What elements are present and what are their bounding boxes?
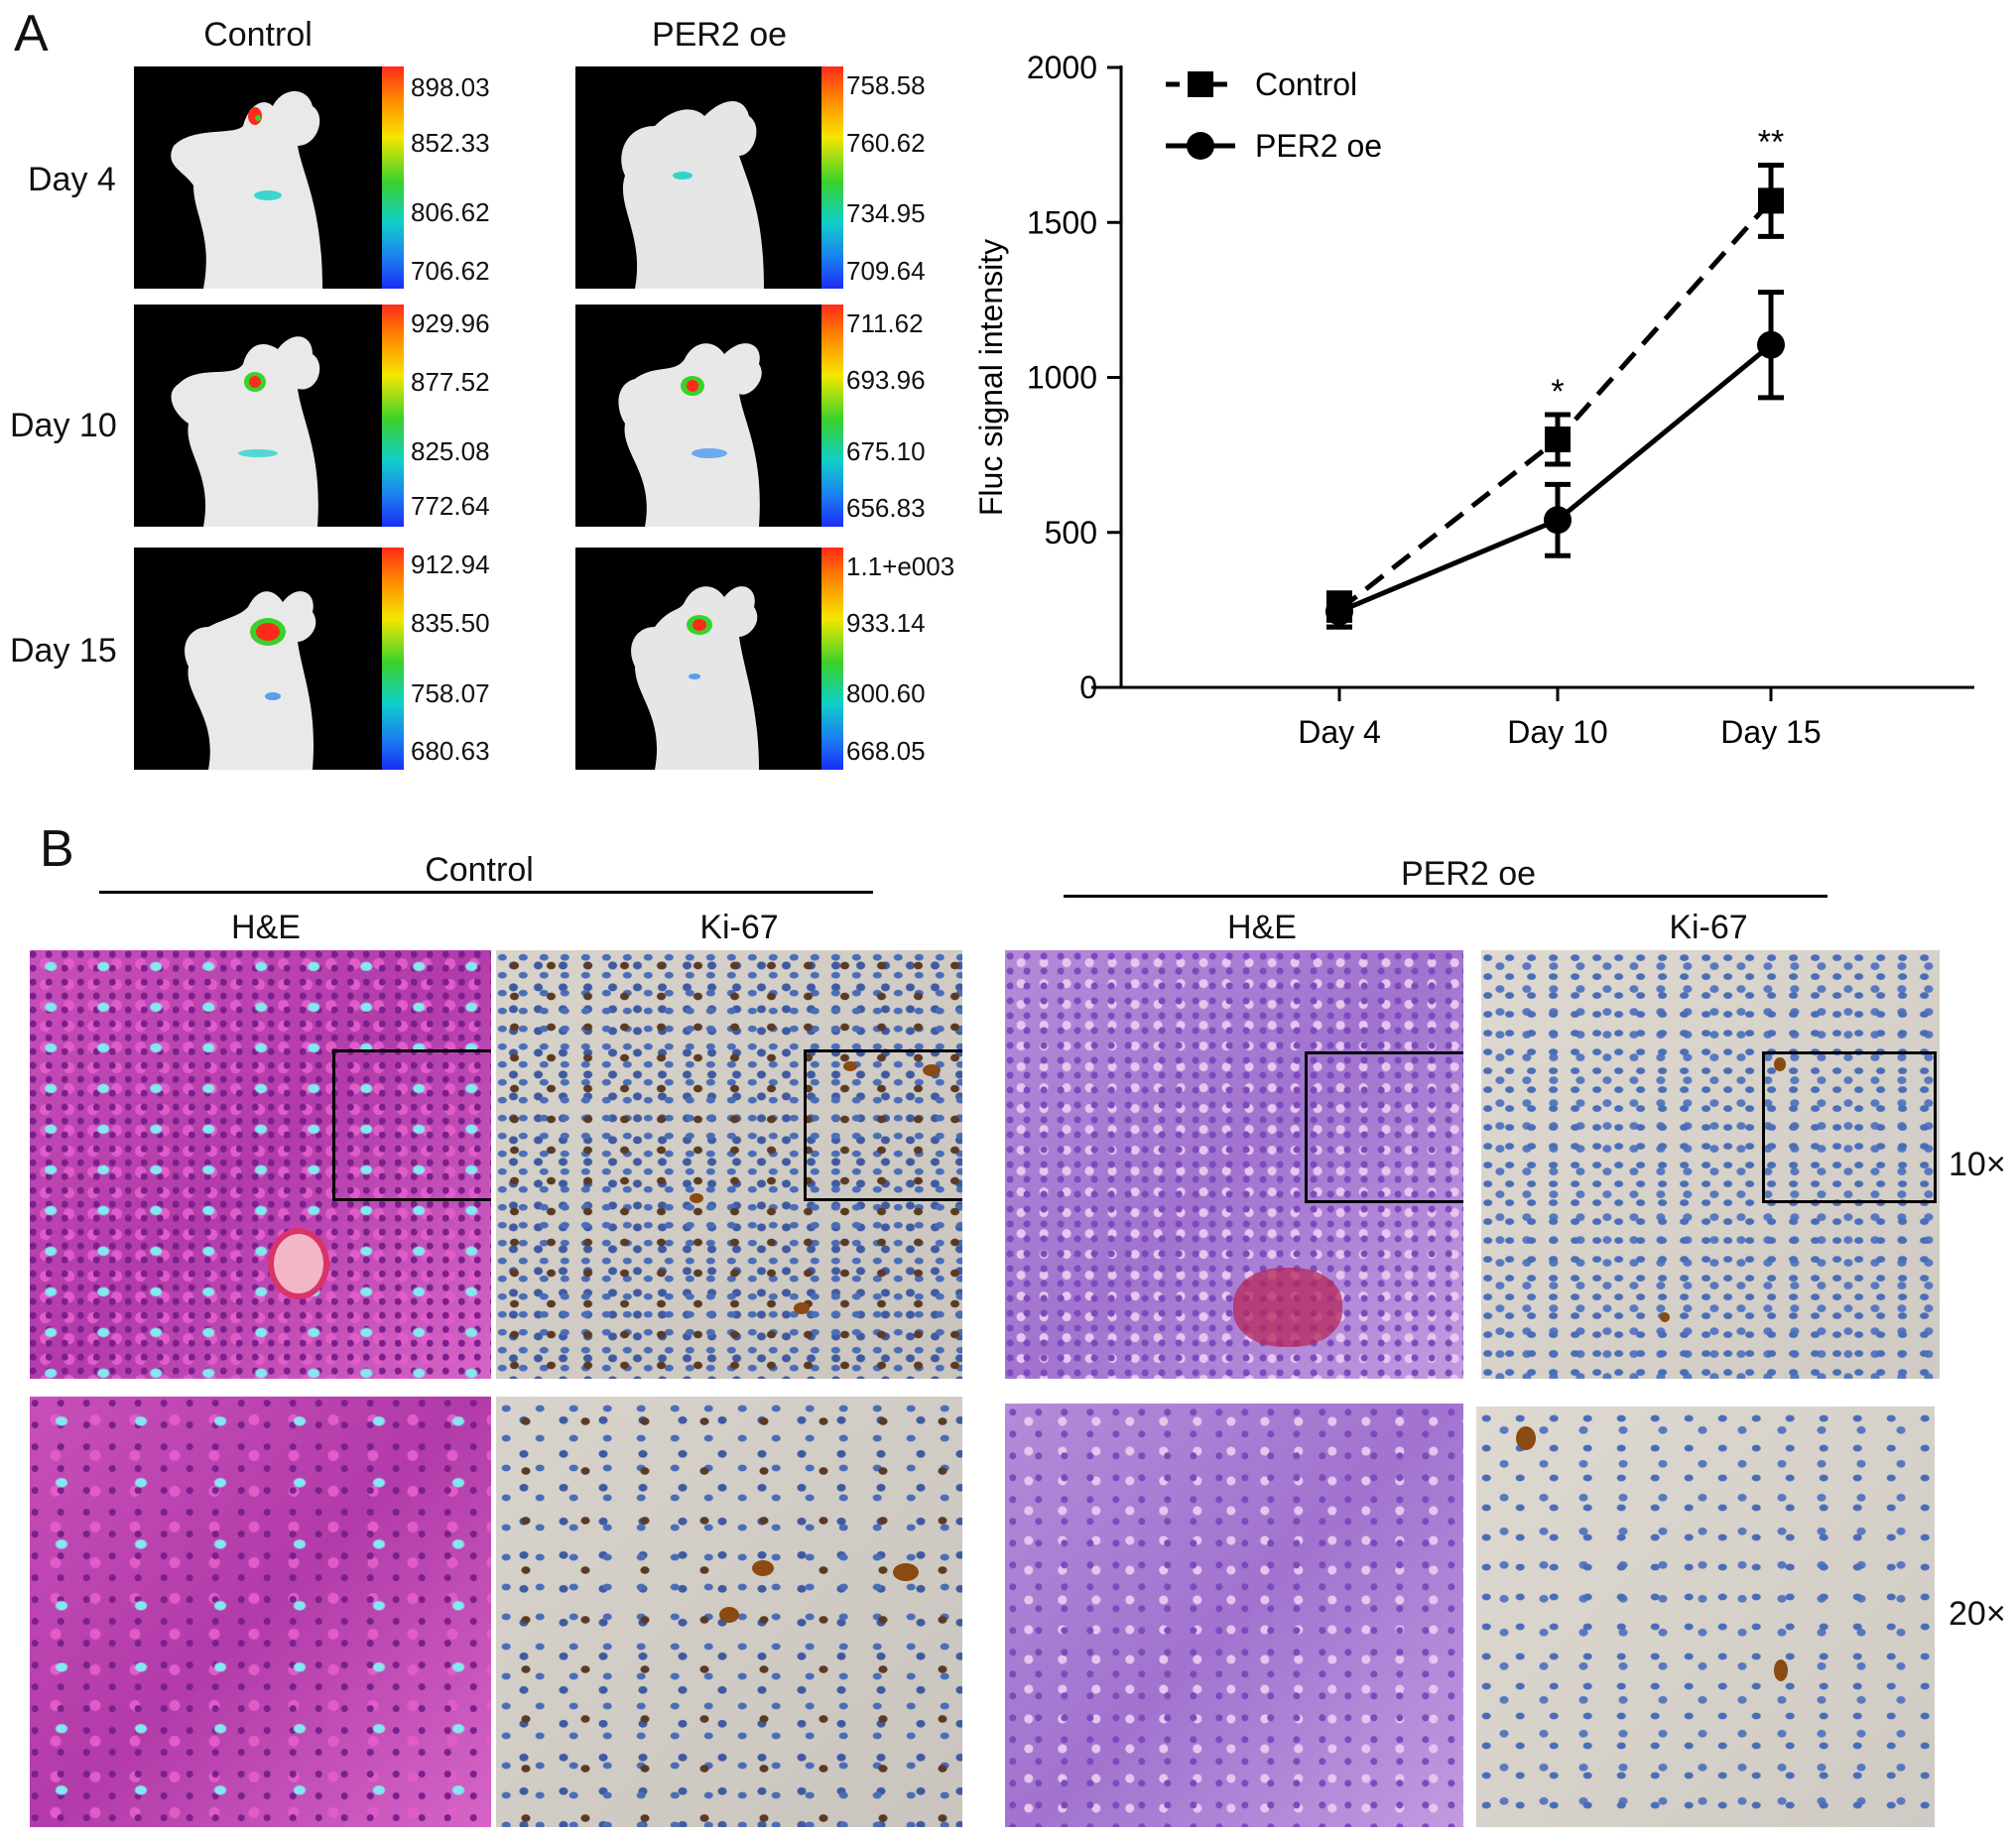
ki67-control-20x xyxy=(496,1397,962,1827)
stain-header-he-control: H&E xyxy=(231,909,301,946)
stain-header-he-per2: H&E xyxy=(1227,909,1297,946)
biolum-image-per2-day15 xyxy=(575,548,821,770)
significance-marker: * xyxy=(1551,373,1564,411)
y-tick-label: 1000 xyxy=(1027,360,1097,396)
ki67-per2-10x xyxy=(1481,950,1940,1379)
row-label-day15: Day 15 xyxy=(10,632,117,670)
ki67-per2-20x xyxy=(1476,1407,1935,1827)
scale-value: 929.96 xyxy=(411,308,490,338)
x-tick-label: Day 10 xyxy=(1507,714,1607,750)
he-per2-10x xyxy=(1005,950,1463,1379)
ki67-positive-nucleus xyxy=(1660,1312,1670,1322)
ki67-positive-nucleus xyxy=(1774,1057,1786,1071)
scale-value: 898.03 xyxy=(411,72,490,102)
biolum-image-per2-day10 xyxy=(575,305,821,527)
scale-value: 709.64 xyxy=(846,256,926,286)
magnification-20x: 20× xyxy=(1949,1595,2006,1633)
scale-value: 668.05 xyxy=(846,736,926,766)
legend-marker-square xyxy=(1188,71,1213,97)
y-axis-label: Fluc signal intensity xyxy=(973,239,1009,516)
group-underline-control xyxy=(99,891,873,894)
col-header-control: Control xyxy=(203,16,313,54)
scale-value: 772.64 xyxy=(411,491,490,521)
y-tick-label: 500 xyxy=(1045,515,1097,551)
fluc-signal-line-chart: 0 500 1000 1500 2000 Day 4 Day 10 Day 15 Fluc si… xyxy=(973,50,1974,750)
colorbar-control-day10 xyxy=(382,305,404,527)
scale-value: 656.83 xyxy=(846,493,926,523)
scale-value: 758.07 xyxy=(411,678,490,708)
stain-header-ki67-per2: Ki-67 xyxy=(1669,909,1748,946)
group-underline-per2 xyxy=(1064,895,1827,898)
colorbar-per2-day4 xyxy=(821,66,843,289)
ki67-positive-nucleus xyxy=(893,1563,919,1581)
he-per2-20x xyxy=(1005,1404,1463,1827)
ki67-positive-nucleus xyxy=(1774,1659,1788,1681)
ki67-positive-nucleus xyxy=(1516,1426,1536,1450)
vessel xyxy=(268,1228,329,1299)
scale-value: 675.10 xyxy=(846,436,926,466)
x-tick-label: Day 15 xyxy=(1720,714,1821,750)
biolum-image-per2-day4 xyxy=(575,66,821,289)
ki67-positive-nucleus xyxy=(794,1302,810,1314)
legend-marker-circle xyxy=(1187,132,1214,160)
hemorrhage-region xyxy=(1233,1268,1342,1347)
scale-value: 680.63 xyxy=(411,736,490,766)
scale-value: 852.33 xyxy=(411,128,490,158)
significance-marker: ** xyxy=(1758,123,1784,161)
panel-a-label: A xyxy=(14,5,49,62)
magnification-10x: 10× xyxy=(1949,1146,2006,1183)
ki67-positive-nucleus xyxy=(923,1064,941,1076)
zoom-region xyxy=(1305,1051,1463,1203)
colorbar-control-day15 xyxy=(382,548,404,770)
y-tick-label: 1500 xyxy=(1027,204,1097,240)
data-point-square xyxy=(1758,187,1784,214)
data-point-square xyxy=(1545,427,1571,452)
biolum-image-control-day15 xyxy=(134,548,382,770)
he-control-10x xyxy=(30,950,491,1379)
ki67-positive-nucleus xyxy=(719,1607,739,1623)
colorbar-per2-day10 xyxy=(821,305,843,527)
scale-value: 912.94 xyxy=(411,550,490,579)
ki67-positive-nucleus xyxy=(752,1560,774,1576)
scale-value: 693.96 xyxy=(846,365,926,395)
row-label-day10: Day 10 xyxy=(10,407,117,444)
stain-header-ki67-control: Ki-67 xyxy=(699,909,779,946)
data-point-circle xyxy=(1544,506,1572,535)
group-header-control: Control xyxy=(425,851,534,889)
scale-value: 835.50 xyxy=(411,608,490,638)
y-tick-label: 2000 xyxy=(1027,50,1097,85)
biolum-image-control-day4 xyxy=(134,66,382,289)
scale-value: 711.62 xyxy=(846,308,924,338)
scale-value: 933.14 xyxy=(846,608,926,638)
scale-value: 1.1+e003 xyxy=(846,551,955,581)
scale-value: 877.52 xyxy=(411,367,490,397)
colorbar-per2-day15 xyxy=(821,548,843,770)
col-header-per2: PER2 oe xyxy=(651,16,788,54)
scale-value: 706.62 xyxy=(411,256,490,286)
zoom-region xyxy=(804,1049,962,1201)
scale-value: 734.95 xyxy=(846,198,926,228)
group-header-per2: PER2 oe xyxy=(1400,855,1537,893)
legend-label: Control xyxy=(1255,66,1357,102)
data-point-circle xyxy=(1325,597,1353,626)
row-label-day4: Day 4 xyxy=(28,161,116,198)
zoom-region xyxy=(332,1049,491,1201)
panel-b-label: B xyxy=(40,820,74,878)
zoom-region xyxy=(1762,1051,1937,1203)
scale-value: 800.60 xyxy=(846,678,926,708)
data-point-circle xyxy=(1757,330,1785,359)
biolum-image-control-day10 xyxy=(134,305,382,527)
scale-value: 806.62 xyxy=(411,197,490,227)
y-tick-label: 0 xyxy=(1079,670,1097,705)
scale-value: 760.62 xyxy=(846,128,926,158)
he-control-20x xyxy=(30,1397,491,1827)
ki67-positive-nucleus xyxy=(690,1193,703,1203)
ki67-positive-nucleus xyxy=(843,1061,857,1071)
scale-value: 758.58 xyxy=(846,70,926,100)
x-tick-label: Day 4 xyxy=(1298,714,1381,750)
colorbar-control-day4 xyxy=(382,66,404,289)
ki67-control-10x xyxy=(496,950,962,1379)
scale-value: 825.08 xyxy=(411,436,490,466)
legend-label: PER2 oe xyxy=(1255,128,1382,164)
